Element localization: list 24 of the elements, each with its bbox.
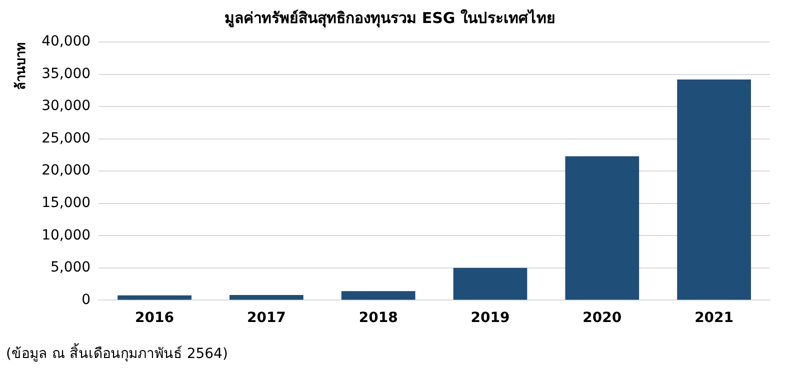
bar — [341, 291, 416, 300]
y-tick-label: 30,000 — [42, 98, 91, 114]
y-tick-label: 25,000 — [42, 130, 91, 146]
bar — [453, 268, 528, 300]
chart-title: มูลค่าทรัพย์สินสุทธิกองทุนรวม ESG ในประเทศไทย — [224, 8, 556, 28]
y-tick-label: 10,000 — [42, 227, 91, 244]
bar — [565, 156, 640, 300]
bar — [677, 79, 751, 300]
y-tick-label: 40,000 — [42, 34, 91, 50]
bar — [230, 295, 304, 300]
x-tick-label: 2016 — [135, 310, 174, 326]
y-axis-title: ล้านบาท — [13, 42, 30, 90]
x-tick-label: 2021 — [694, 310, 734, 326]
x-tick-label: 2020 — [582, 310, 622, 326]
y-tick-label: 5,000 — [50, 260, 91, 276]
y-tick-label: 0 — [82, 292, 91, 308]
text: (ข้อมูล ณ สิ้นเดือนกุมภาพันธ์ 2564) — [6, 343, 228, 362]
y-tick-label: 35,000 — [42, 66, 91, 82]
x-tick-label: 2017 — [246, 310, 286, 326]
y-tick-label: 20,000 — [42, 162, 91, 179]
bar — [118, 295, 192, 300]
x-tick-label: 2018 — [358, 310, 398, 326]
y-tick-label: 15,000 — [42, 195, 91, 212]
x-tick-label: 2019 — [470, 310, 510, 326]
